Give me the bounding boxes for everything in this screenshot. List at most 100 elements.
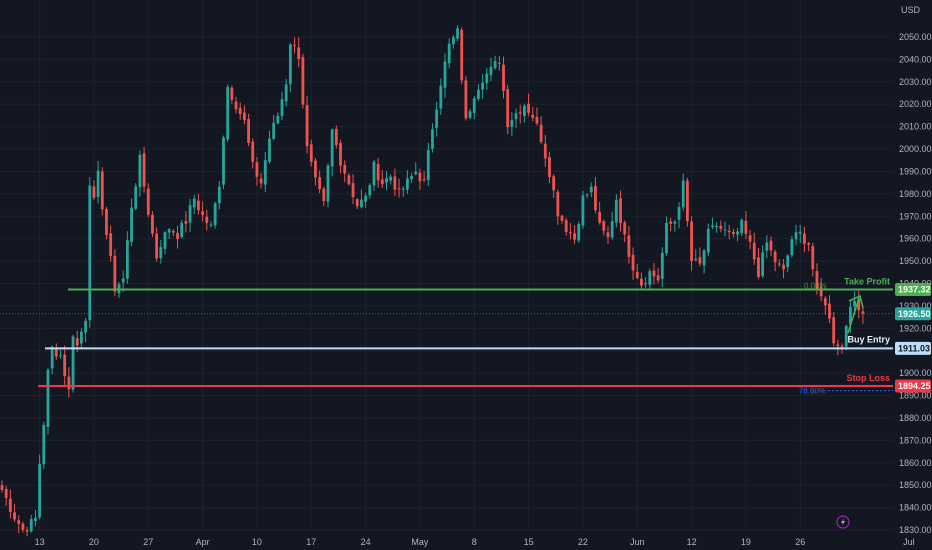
candle (389, 174, 393, 185)
candle (493, 55, 497, 70)
candle (485, 67, 489, 90)
candle (50, 345, 54, 375)
candle (414, 162, 418, 176)
y-tick-label: 1830.00 (899, 525, 932, 535)
candle (92, 180, 96, 201)
candle (226, 84, 230, 142)
candle (134, 183, 138, 211)
candle (184, 211, 188, 233)
candle (80, 328, 83, 348)
candle (322, 186, 326, 207)
candle (782, 258, 785, 279)
y-tick-label: 1840.00 (899, 503, 932, 513)
x-tick-label: Jul (903, 537, 915, 547)
svg-text:1937.32: 1937.32 (898, 285, 931, 295)
y-tick-label: 1960.00 (899, 234, 932, 244)
candle (201, 201, 205, 222)
candle (268, 130, 271, 164)
candle (744, 211, 748, 239)
candle (364, 192, 367, 208)
y-tick-label: 1860.00 (899, 458, 932, 468)
candle (694, 249, 698, 262)
candle (535, 107, 539, 126)
y-tick-label: 1870.00 (899, 435, 932, 445)
candle (594, 177, 597, 214)
y-tick-label: 1990.00 (899, 166, 932, 176)
candle (769, 236, 773, 257)
candle (142, 146, 146, 193)
candle (777, 259, 781, 267)
candle (823, 296, 827, 315)
candle (861, 305, 865, 324)
candle (205, 209, 209, 231)
currency-label: USD (901, 5, 921, 15)
candle (472, 96, 476, 120)
x-tick-label: 24 (361, 537, 371, 547)
candle (518, 104, 522, 124)
candle (351, 174, 355, 205)
candle (510, 112, 514, 137)
candle (685, 178, 689, 227)
candle (602, 219, 606, 236)
candle (477, 84, 480, 101)
svg-text:1926.50: 1926.50 (898, 309, 931, 319)
candle (619, 190, 622, 232)
candle (497, 56, 501, 71)
candle (581, 190, 585, 230)
candle (439, 78, 443, 115)
candle (151, 210, 154, 237)
candle (552, 174, 556, 198)
candle (176, 225, 179, 249)
candle (573, 225, 576, 244)
candle (828, 295, 831, 324)
candle (606, 226, 610, 244)
candle (38, 454, 42, 520)
candle (171, 229, 175, 237)
y-tick-label: 1920.00 (899, 323, 932, 333)
candle (54, 343, 58, 360)
candle (46, 367, 50, 435)
candle (42, 421, 46, 469)
candle (113, 249, 117, 297)
candle (706, 223, 710, 257)
price-axis[interactable]: 1830.00 1840.00 1850.00 1860.00 1870.00 1880.… (895, 32, 932, 535)
candle (652, 263, 656, 285)
candle (334, 125, 338, 149)
lightning-icon[interactable] (836, 515, 850, 529)
candle (343, 160, 347, 183)
candle (669, 217, 673, 232)
candle (105, 206, 108, 240)
candle (548, 151, 551, 183)
candle (614, 194, 618, 228)
candle (405, 170, 409, 194)
candle (631, 247, 635, 280)
candle (167, 227, 171, 240)
candle (468, 108, 472, 120)
candle (715, 222, 719, 233)
candle (130, 198, 133, 247)
candle (4, 485, 8, 506)
y-tick-label: 2000.00 (899, 144, 932, 154)
candle (443, 53, 447, 98)
candle (155, 227, 159, 262)
candle (811, 242, 815, 277)
candle (121, 270, 125, 292)
time-axis[interactable]: 13 20 27 Apr 10 17 24 May 8 15 22 Jun 12 19 26 Jul (35, 537, 915, 547)
candle (426, 142, 430, 187)
x-tick-label: 20 (89, 537, 99, 547)
grid-lines (0, 0, 893, 531)
y-tick-label: 2030.00 (899, 77, 932, 87)
x-tick-label: 12 (687, 537, 697, 547)
arrow-up-icon (847, 294, 864, 334)
candle (339, 139, 342, 174)
candle (502, 56, 505, 99)
candle (660, 247, 664, 288)
candle (640, 272, 643, 290)
candle (585, 193, 589, 199)
price-tag-stop-loss: 1894.25 (895, 379, 931, 393)
candle (690, 216, 693, 271)
candle (280, 91, 284, 121)
x-tick-label: 10 (252, 537, 262, 547)
candle (648, 268, 652, 289)
